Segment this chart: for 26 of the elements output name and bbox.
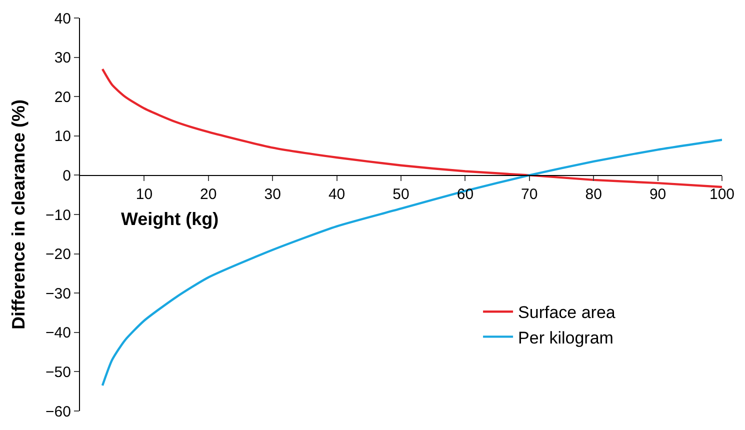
y-tick-label: 30 — [54, 50, 71, 67]
legend-label: Per kilogram — [518, 328, 614, 348]
x-tick-label: 70 — [521, 186, 538, 204]
x-tick-label: 50 — [392, 186, 410, 204]
y-tick-label: −60 — [46, 403, 71, 420]
x-tick-label: 90 — [649, 186, 666, 204]
line-series — [101, 68, 722, 188]
y-tick-label: −30 — [46, 285, 71, 302]
x-tick-label: 100 — [709, 186, 735, 204]
y-tick-label: 40 — [54, 10, 71, 28]
y-tick-label: 20 — [54, 88, 71, 106]
legend-label: Surface area — [518, 303, 616, 322]
y-tick-label: −10 — [46, 206, 71, 224]
y-tick-label: 0 — [62, 167, 71, 184]
y-tick-label: −20 — [46, 246, 71, 264]
x-tick-label: 10 — [136, 186, 153, 204]
x-tick-label: 80 — [585, 186, 602, 204]
y-tick-label: 10 — [54, 128, 71, 146]
x-tick-label: 30 — [264, 186, 281, 204]
x-tick-label: 60 — [456, 186, 474, 204]
x-tick-label: 20 — [200, 186, 217, 204]
y-axis-title: Difference in clearance (%) — [8, 99, 29, 330]
y-tick-label: −50 — [46, 364, 71, 381]
y-tick-label: −40 — [46, 324, 71, 342]
x-axis-title: Weight (kg) — [121, 209, 219, 229]
x-tick-label: 40 — [328, 186, 346, 204]
